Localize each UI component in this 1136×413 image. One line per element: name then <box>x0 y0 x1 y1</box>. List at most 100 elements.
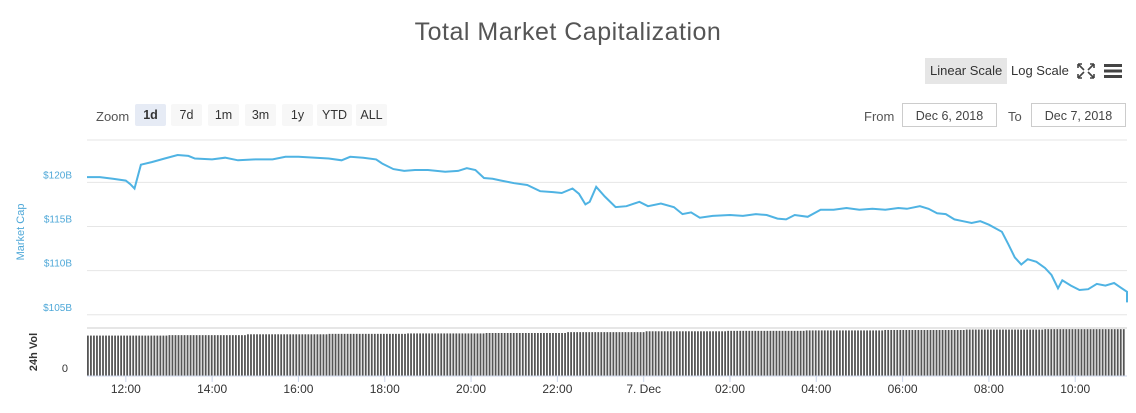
grid-lines <box>87 139 1127 316</box>
volume-bar <box>1047 329 1050 376</box>
volume-bar <box>446 333 449 376</box>
volume-bar <box>669 331 672 376</box>
volume-bar <box>370 333 373 376</box>
volume-bar <box>244 335 246 376</box>
to-date-input[interactable]: Dec 7, 2018 <box>1031 103 1126 127</box>
volume-bar <box>90 335 92 376</box>
volume-bar <box>1098 329 1101 376</box>
volume-bar <box>153 335 156 376</box>
volume-bar <box>1083 329 1086 376</box>
volume-bar <box>367 333 370 376</box>
volume-bar <box>663 331 666 376</box>
volume-bar <box>135 335 138 376</box>
zoom-1d-button[interactable]: 1d <box>135 104 166 126</box>
volume-bar <box>684 331 687 376</box>
volume-bar <box>869 330 871 376</box>
volume-bar <box>905 329 908 376</box>
x-tick-label: 18:00 <box>370 382 400 396</box>
from-label: From <box>864 109 895 124</box>
volume-bar <box>974 329 977 376</box>
volume-bar <box>733 330 736 376</box>
volume-bar <box>742 330 745 376</box>
zoom-1y-button[interactable]: 1y <box>282 104 313 126</box>
volume-bar <box>467 333 470 376</box>
volume-bar <box>811 330 814 376</box>
volume-bar <box>413 333 415 376</box>
volume-bar <box>491 333 494 376</box>
volume-bar <box>310 334 313 376</box>
volume-bar <box>512 333 515 376</box>
linear-scale-button[interactable]: Linear Scale <box>925 58 1008 84</box>
volume-bar <box>1005 329 1007 376</box>
volume-bar <box>793 330 796 376</box>
volume-bar <box>186 335 189 376</box>
volume-bar <box>675 331 678 376</box>
x-tick-label: 20:00 <box>456 382 486 396</box>
volume-bar <box>594 332 597 376</box>
volume-bar <box>313 334 316 376</box>
zoom-all-button[interactable]: ALL <box>356 104 387 126</box>
volume-bar <box>1056 329 1059 376</box>
volume-bar <box>986 329 989 376</box>
volume-bar <box>156 335 159 376</box>
volume-bar <box>609 332 612 376</box>
fullscreen-icon[interactable] <box>1076 62 1096 80</box>
volume-bar <box>739 330 742 376</box>
x-tick-label: 7. Dec <box>626 382 661 396</box>
volume-bar <box>941 329 944 376</box>
volume-bar <box>358 333 361 376</box>
volume-bar <box>754 330 757 376</box>
volume-bar <box>857 330 859 376</box>
zoom-ytd-button[interactable]: YTD <box>317 104 352 126</box>
volume-bar <box>953 329 956 376</box>
volume-bar <box>458 333 461 376</box>
volume-bar <box>425 333 428 376</box>
volume-bar <box>875 330 878 376</box>
volume-bar <box>760 330 763 376</box>
volume-bar <box>349 333 352 376</box>
x-tick-label: 08:00 <box>974 382 1004 396</box>
volume-bar <box>600 332 603 376</box>
volume-bar <box>817 330 820 376</box>
zoom-3m-button[interactable]: 3m <box>245 104 276 126</box>
volume-bar <box>736 330 739 376</box>
volume-bar <box>745 330 748 376</box>
volume-bar <box>790 330 793 376</box>
volume-bar <box>138 335 141 376</box>
volume-bar <box>618 332 621 376</box>
volume-bar <box>250 334 252 376</box>
volume-bar <box>225 335 228 376</box>
volume-bar <box>213 335 216 376</box>
volume-bar <box>452 333 455 376</box>
volume-bar <box>1023 329 1025 376</box>
volume-bar <box>993 329 995 376</box>
volume-bar <box>87 335 89 376</box>
volume-bar <box>654 331 657 376</box>
volume-bar <box>455 333 458 376</box>
volume-bar <box>687 331 690 376</box>
volume-bar <box>582 332 585 376</box>
volume-bar <box>111 335 113 376</box>
volume-bar <box>766 330 769 376</box>
volume-bar <box>893 329 896 376</box>
log-scale-button[interactable]: Log Scale <box>1011 63 1069 78</box>
zoom-1m-button[interactable]: 1m <box>208 104 239 126</box>
volume-bar <box>944 329 947 376</box>
volume-bar <box>198 335 201 376</box>
volume-bar <box>189 335 192 376</box>
volume-bar <box>718 331 720 376</box>
y-tick-label: $120B <box>43 170 72 181</box>
from-date-input[interactable]: Dec 6, 2018 <box>902 103 997 127</box>
volume-bar <box>730 330 733 376</box>
volume-bar <box>636 332 639 376</box>
volume-bar <box>114 335 116 376</box>
volume-bar <box>694 331 696 376</box>
volume-bar <box>579 332 582 376</box>
volume-bar <box>216 335 219 376</box>
volume-bar <box>328 333 331 376</box>
volume-bar <box>222 335 225 376</box>
volume-bar <box>1041 329 1044 376</box>
menu-icon[interactable] <box>1104 64 1122 78</box>
volume-bar <box>1080 329 1083 376</box>
zoom-7d-button[interactable]: 7d <box>171 104 202 126</box>
